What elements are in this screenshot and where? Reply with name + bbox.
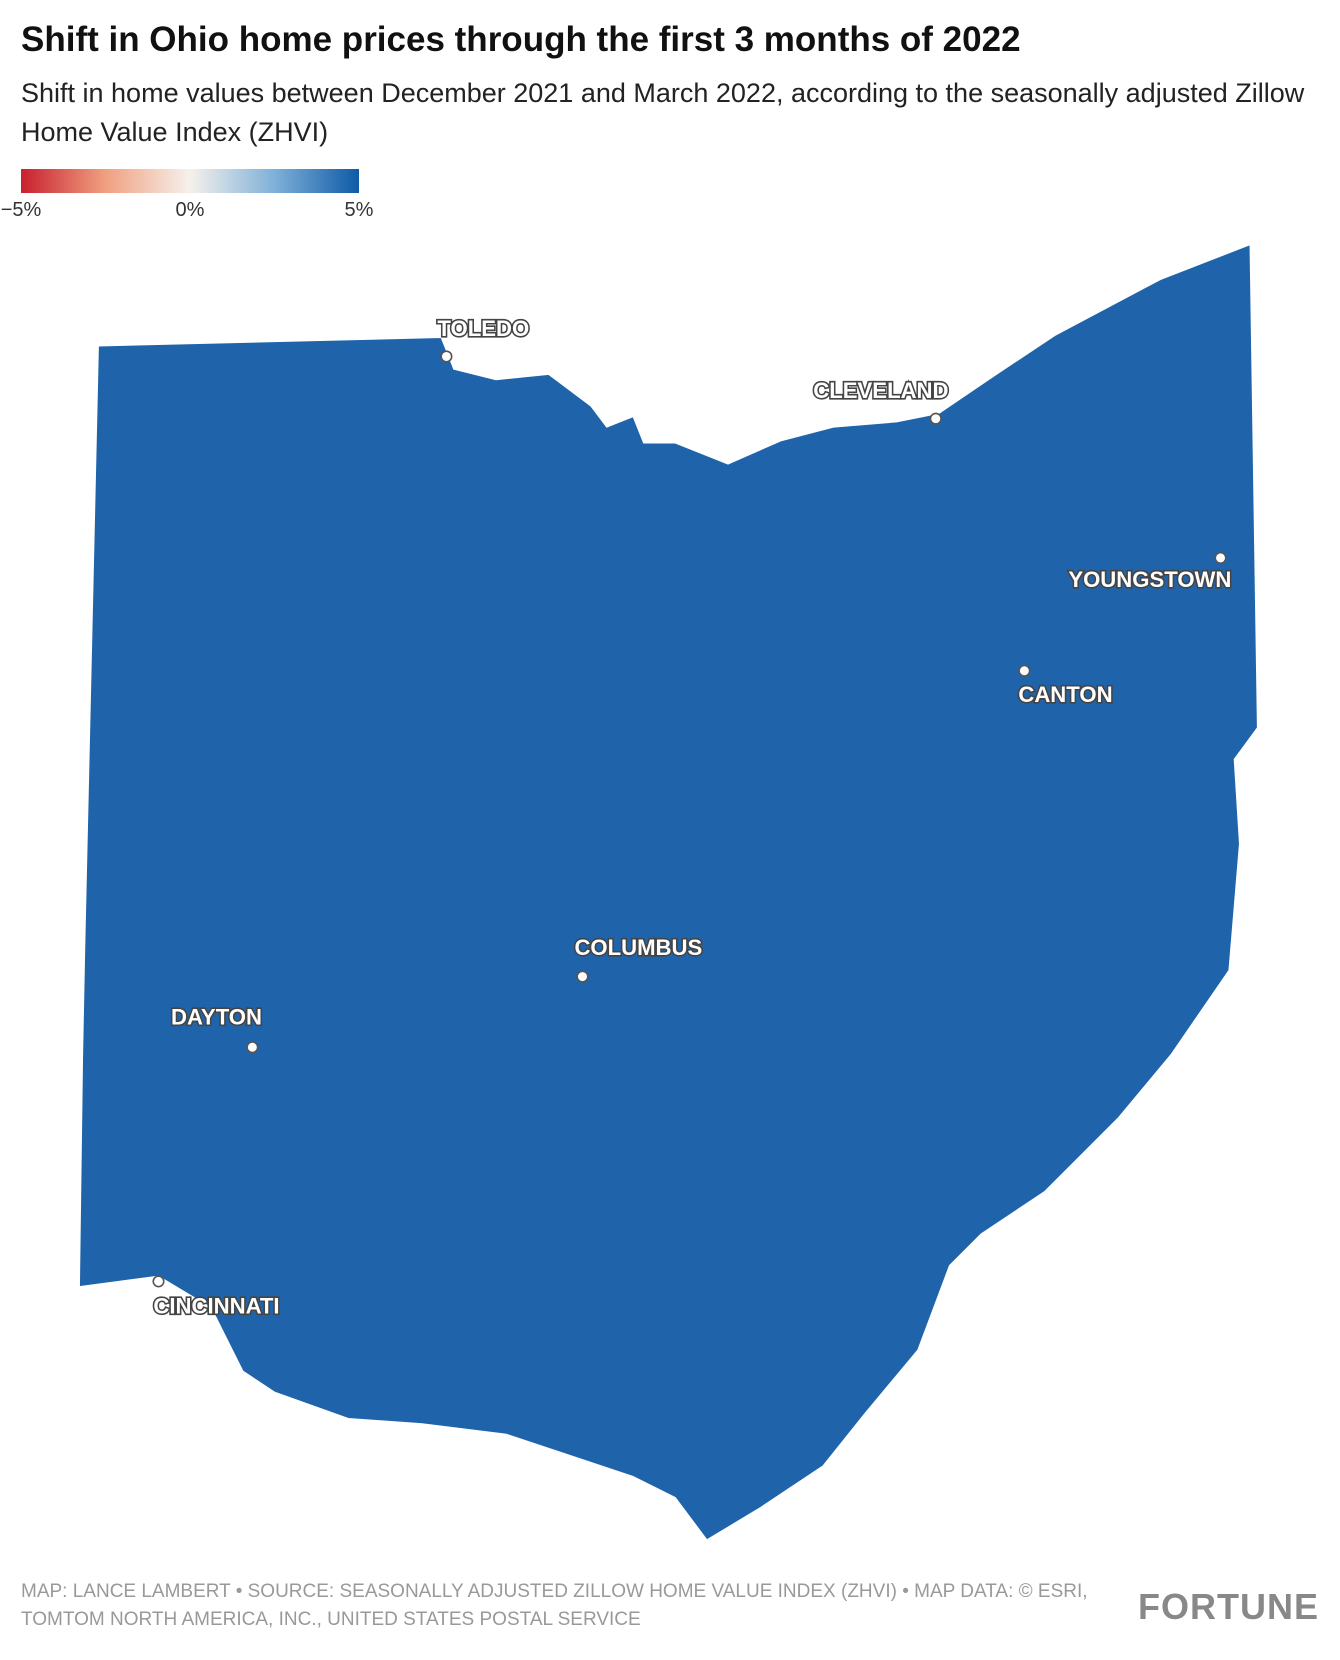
city-label: DAYTON <box>171 1005 262 1030</box>
city-label: CLEVELAND <box>813 378 948 403</box>
city-label: COLUMBUS <box>574 935 702 960</box>
title: Shift in Ohio home prices through the fi… <box>21 20 1021 59</box>
legend-tick: 5% <box>344 199 374 221</box>
city-label: YOUNGSTOWN <box>1068 567 1231 592</box>
city-dot <box>1018 664 1031 677</box>
legend-tick: −5% <box>0 199 42 221</box>
city-label: TOLEDO <box>437 316 529 341</box>
logo: FORTUNE <box>1138 1586 1319 1627</box>
city-dot <box>1214 551 1227 564</box>
city-dot <box>152 1275 165 1288</box>
city-dot <box>246 1041 259 1054</box>
ohio-state <box>78 243 1258 1541</box>
color-scale <box>21 169 359 193</box>
city-label: CANTON <box>1018 682 1112 707</box>
legend: −5% 0% 5% <box>1 169 373 221</box>
city-dot <box>929 412 942 425</box>
city-dot <box>440 350 453 363</box>
subtitle: Shift in home values between December 20… <box>21 78 1305 147</box>
city-label: CINCINNATI <box>153 1294 279 1319</box>
legend-tick: 0% <box>175 199 205 221</box>
source-note: MAP: LANCE LAMBERT • SOURCE: SEASONALLY … <box>21 1581 1088 1630</box>
city-dot <box>576 970 589 983</box>
